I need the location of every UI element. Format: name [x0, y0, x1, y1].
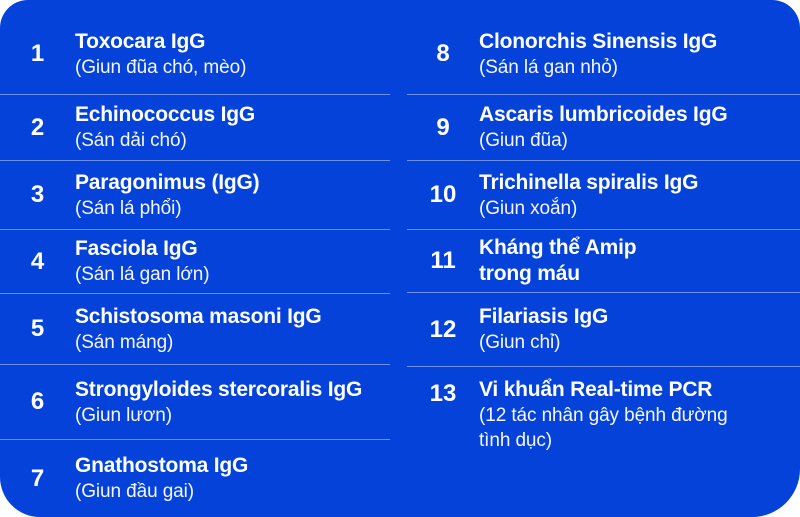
test-row-11: 11 Kháng thể Amip trong máu — [407, 230, 800, 293]
test-subtitle: (Giun đầu gai) — [75, 481, 195, 502]
test-subtitle: (12 tác nhân gây bệnh đường tình dục) — [479, 405, 728, 451]
test-text-block: Kháng thể Amip trong máu — [479, 235, 800, 287]
test-text-block: Toxocara IgG (Giun đũa chó, mèo) — [75, 29, 390, 80]
test-row-1: 1 Toxocara IgG (Giun đũa chó, mèo) — [0, 0, 390, 95]
test-text-block: Echinococcus IgG (Sán dải chó) — [75, 102, 390, 153]
test-subtitle: (Sán lá phổi) — [75, 197, 182, 219]
test-title-line2: trong máu — [479, 262, 580, 285]
test-title: Ascaris lumbricoides IgG — [479, 103, 728, 126]
test-text-block: Trichinella spiralis IgG (Giun xoắn) — [479, 170, 800, 221]
test-row-4: 4 Fasciola IgG (Sán lá gan lớn) — [0, 230, 390, 294]
test-title: Trichinella spiralis IgG — [479, 170, 699, 194]
test-title: Vi khuẩn Real-time PCR — [479, 378, 713, 401]
test-row-6: 6 Strongyloides stercoralis IgG (Giun lư… — [0, 365, 390, 440]
test-number: 6 — [30, 388, 45, 415]
test-text-block: Vi khuẩn Real-time PCR (12 tác nhân gây … — [479, 377, 800, 453]
test-title: Filariasis IgG — [479, 305, 609, 328]
test-number: 8 — [436, 40, 450, 67]
test-text-block: Paragonimus (IgG) (Sán lá phổi) — [75, 170, 390, 221]
test-text-block: Ascaris lumbricoides IgG (Giun đũa) — [479, 102, 800, 153]
test-subtitle: (Sán máng) — [75, 331, 174, 353]
test-column-right: 8 Clonorchis Sinensis IgG (Sán lá gan nh… — [400, 0, 800, 517]
test-subtitle: (Giun chỉ) — [479, 332, 561, 353]
test-number: 1 — [30, 40, 45, 67]
test-row-8: 8 Clonorchis Sinensis IgG (Sán lá gan nh… — [407, 0, 800, 95]
test-number: 11 — [430, 247, 456, 274]
test-subtitle: (Giun lươn) — [75, 404, 172, 426]
test-number: 2 — [30, 113, 45, 141]
test-row-13: 13 Vi khuẩn Real-time PCR (12 tác nhân g… — [407, 367, 800, 517]
test-row-10: 10 Trichinella spiralis IgG (Giun xoắn) — [407, 161, 800, 230]
test-title: Strongyloides stercoralis IgG — [75, 377, 363, 401]
test-title: Kháng thể Amip — [479, 236, 637, 259]
test-row-5: 5 Schistosoma masoni IgG (Sán máng) — [0, 294, 390, 365]
test-subtitle: (Sán lá gan lớn) — [75, 264, 210, 285]
test-number: 3 — [30, 181, 45, 208]
test-number: 13 — [429, 380, 457, 407]
test-number: 9 — [436, 113, 450, 141]
test-row-3: 3 Paragonimus (IgG) (Sán lá phổi) — [0, 161, 390, 230]
test-row-12: 12 Filariasis IgG (Giun chỉ) — [407, 293, 800, 367]
test-title: Clonorchis Sinensis IgG — [479, 29, 718, 53]
test-row-2: 2 Echinococcus IgG (Sán dải chó) — [0, 95, 390, 161]
test-title: Fasciola IgG — [75, 237, 198, 260]
test-subtitle: (Giun xoắn) — [479, 197, 578, 219]
test-title: Toxocara IgG — [75, 29, 206, 53]
test-title: Echinococcus IgG — [75, 103, 256, 126]
test-text-block: Gnathostoma IgG (Giun đầu gai) — [75, 453, 390, 504]
test-title: Schistosoma masoni IgG — [75, 304, 322, 328]
test-subtitle: (Giun đũa chó, mèo) — [75, 56, 247, 78]
test-title: Gnathostoma IgG — [75, 454, 249, 477]
test-number: 4 — [30, 247, 45, 275]
test-row-7: 7 Gnathostoma IgG (Giun đầu gai) — [0, 440, 390, 517]
test-subtitle: (Sán lá gan nhỏ) — [479, 56, 618, 78]
test-number: 10 — [429, 181, 457, 208]
test-number: 12 — [429, 315, 457, 343]
test-column-left: 1 Toxocara IgG (Giun đũa chó, mèo) 2 Ech… — [0, 0, 390, 517]
test-row-9: 9 Ascaris lumbricoides IgG (Giun đũa) — [407, 95, 800, 161]
test-subtitle: (Giun đũa) — [479, 130, 568, 151]
test-number: 7 — [30, 464, 45, 492]
test-text-block: Clonorchis Sinensis IgG (Sán lá gan nhỏ) — [479, 29, 800, 80]
test-title: Paragonimus (IgG) — [75, 170, 260, 194]
test-subtitle: (Sán dải chó) — [75, 130, 187, 151]
test-text-block: Schistosoma masoni IgG (Sán máng) — [75, 304, 390, 355]
test-number: 5 — [30, 315, 45, 342]
test-text-block: Strongyloides stercoralis IgG (Giun lươn… — [75, 377, 390, 428]
test-text-block: Filariasis IgG (Giun chỉ) — [479, 304, 800, 355]
test-text-block: Fasciola IgG (Sán lá gan lớn) — [75, 236, 390, 287]
